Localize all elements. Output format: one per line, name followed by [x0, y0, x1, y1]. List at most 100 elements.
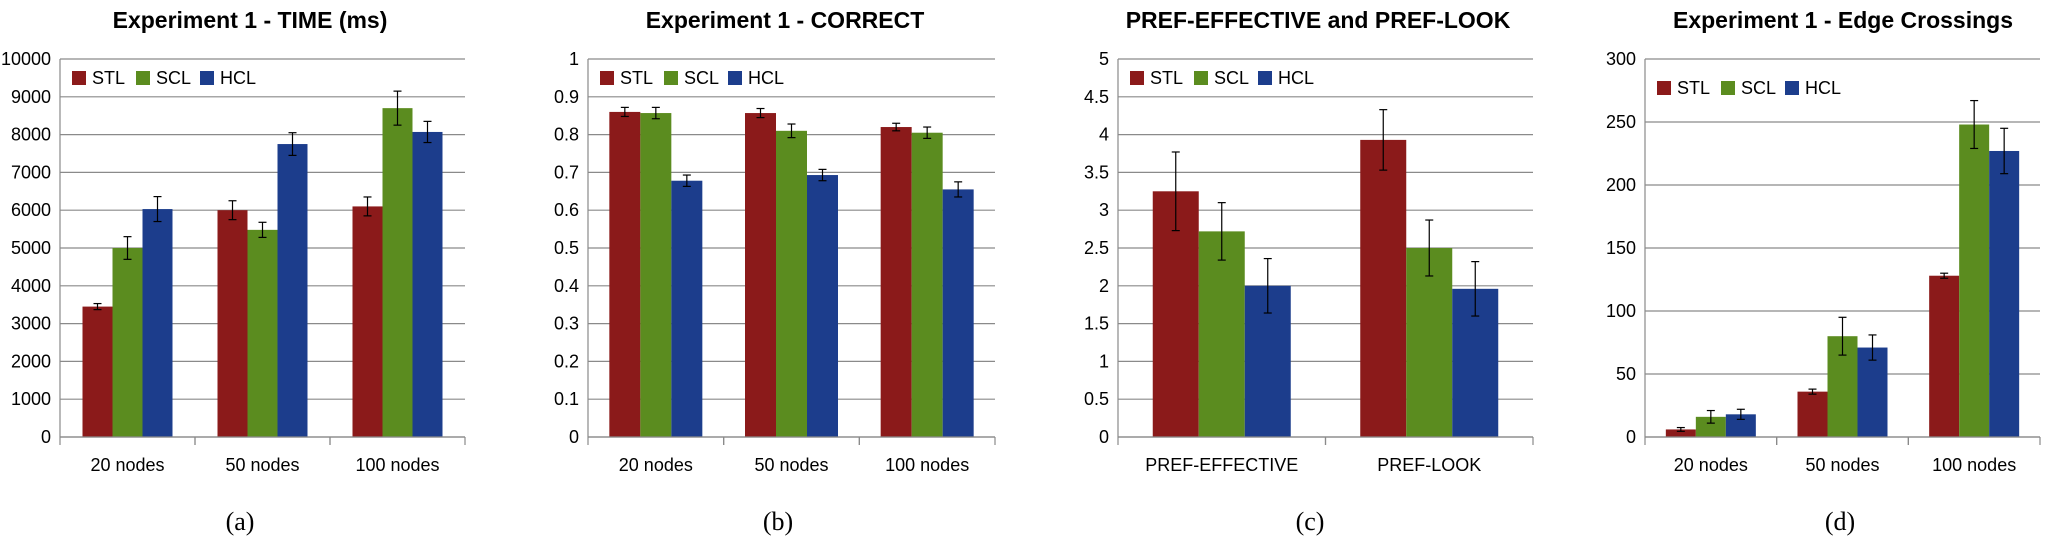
- legend-label-hcl: HCL: [1805, 78, 1841, 98]
- legend-label-stl: STL: [1677, 78, 1710, 98]
- y-tick-label: 200: [1606, 175, 1636, 195]
- bar-hcl: [277, 144, 308, 438]
- y-tick-label: 10000: [1, 49, 51, 69]
- bar-hcl: [1989, 150, 2020, 438]
- chart-caption: (d): [1825, 507, 1855, 536]
- y-tick-label: 0.9: [554, 87, 579, 107]
- bar-scl: [247, 229, 278, 437]
- legend-label-scl: SCL: [684, 68, 719, 88]
- y-tick-label: 0.7: [554, 162, 579, 182]
- bar-stl: [609, 111, 641, 438]
- y-tick-label: 0.1: [554, 389, 579, 409]
- bar-stl: [1152, 191, 1199, 437]
- legend-label-stl: STL: [92, 68, 125, 88]
- legend-swatch-scl: [1194, 71, 1208, 85]
- bar-stl: [82, 306, 113, 437]
- bar-hcl: [142, 209, 173, 437]
- y-tick-label: 1: [1099, 351, 1109, 371]
- y-tick-label: 0: [1626, 427, 1636, 447]
- legend-label-stl: STL: [1150, 68, 1183, 88]
- y-tick-label: 2000: [11, 351, 51, 371]
- chart-title: Experiment 1 - TIME (ms): [113, 7, 388, 33]
- y-tick-label: 0: [569, 427, 579, 447]
- y-tick-label: 0.2: [554, 351, 579, 371]
- y-tick-label: 3.5: [1084, 162, 1109, 182]
- chart-a: Experiment 1 - TIME (ms) 0 1000 2000 3000 400…: [1, 7, 466, 536]
- bar-stl: [217, 210, 248, 437]
- y-tick-label: 4000: [11, 276, 51, 296]
- bar-scl: [1695, 416, 1726, 437]
- x-category-label: 20 nodes: [619, 455, 693, 475]
- legend-label-scl: SCL: [156, 68, 191, 88]
- legend-label-hcl: HCL: [220, 68, 256, 88]
- x-category-label: PREF-LOOK: [1377, 455, 1481, 475]
- bar-scl: [382, 108, 413, 437]
- y-tick-label: 7000: [11, 162, 51, 182]
- legend-swatch-scl: [664, 71, 678, 85]
- y-tick-label: 1000: [11, 389, 51, 409]
- chart-b: Experiment 1 - CORRECT 0 0.1 0.2 0.3 0.4 0.5 0.…: [554, 7, 996, 536]
- y-tick-label: 0: [1099, 427, 1109, 447]
- legend-swatch-hcl: [1258, 71, 1272, 85]
- y-tick-label: 4: [1099, 125, 1109, 145]
- bar-scl: [640, 113, 672, 437]
- bar-hcl: [671, 180, 703, 437]
- bar-stl: [352, 206, 383, 437]
- y-tick-label: 50: [1616, 364, 1636, 384]
- chart-caption: (a): [226, 507, 255, 536]
- y-tick-label: 5000: [11, 238, 51, 258]
- bar-scl: [1959, 124, 1990, 438]
- bar-scl: [911, 132, 943, 437]
- y-tick-label: 9000: [11, 87, 51, 107]
- y-tick-label: 1.5: [1084, 314, 1109, 334]
- legend-swatch-scl: [136, 71, 150, 85]
- y-tick-label: 0.3: [554, 314, 579, 334]
- legend-swatch-stl: [600, 71, 614, 85]
- y-tick-label: 3: [1099, 200, 1109, 220]
- legend-label-hcl: HCL: [1278, 68, 1314, 88]
- legend-label-hcl: HCL: [748, 68, 784, 88]
- legend-swatch-scl: [1721, 81, 1735, 95]
- y-tick-label: 0: [41, 427, 51, 447]
- y-tick-label: 0.6: [554, 200, 579, 220]
- chart-c: PREF-EFFECTIVE and PREF-LOOK 0 0.5 1 1.5 2 2.5…: [1084, 7, 1534, 536]
- y-tick-label: 3000: [11, 314, 51, 334]
- chart-d: Experiment 1 - Edge Crossings 0 50 100 150 20…: [1606, 7, 2041, 536]
- y-tick-label: 100: [1606, 301, 1636, 321]
- legend-swatch-hcl: [1785, 81, 1799, 95]
- y-tick-label: 0.4: [554, 276, 579, 296]
- bar-hcl: [1857, 347, 1888, 437]
- bar-stl: [1797, 391, 1828, 437]
- legend-swatch-hcl: [200, 71, 214, 85]
- legend-swatch-stl: [72, 71, 86, 85]
- bar-hcl: [942, 189, 974, 437]
- legend-label-scl: SCL: [1741, 78, 1776, 98]
- legend-swatch-hcl: [728, 71, 742, 85]
- x-category-label: 20 nodes: [90, 455, 164, 475]
- bar-scl: [112, 248, 143, 437]
- y-tick-label: 150: [1606, 238, 1636, 258]
- y-tick-label: 4.5: [1084, 87, 1109, 107]
- x-category-label: 20 nodes: [1674, 455, 1748, 475]
- bar-stl: [1929, 275, 1960, 437]
- x-category-label: PREF-EFFECTIVE: [1145, 455, 1298, 475]
- legend-swatch-stl: [1130, 71, 1144, 85]
- chart-caption: (b): [763, 507, 793, 536]
- x-category-label: 100 nodes: [885, 455, 969, 475]
- y-tick-label: 6000: [11, 200, 51, 220]
- bar-stl: [745, 113, 776, 437]
- y-tick-label: 0.8: [554, 125, 579, 145]
- bar-hcl: [412, 131, 443, 438]
- chart-title: Experiment 1 - Edge Crossings: [1673, 7, 2013, 33]
- bar-stl: [880, 127, 912, 437]
- bar-stl: [1665, 429, 1696, 437]
- x-category-label: 100 nodes: [355, 455, 439, 475]
- x-category-label: 50 nodes: [225, 455, 299, 475]
- bar-scl: [1198, 231, 1245, 437]
- y-tick-label: 2.5: [1084, 238, 1109, 258]
- chart-title: PREF-EFFECTIVE and PREF-LOOK: [1126, 7, 1511, 33]
- bar-hcl: [1725, 414, 1756, 437]
- chart-caption: (c): [1296, 507, 1325, 536]
- x-category-label: 50 nodes: [754, 455, 828, 475]
